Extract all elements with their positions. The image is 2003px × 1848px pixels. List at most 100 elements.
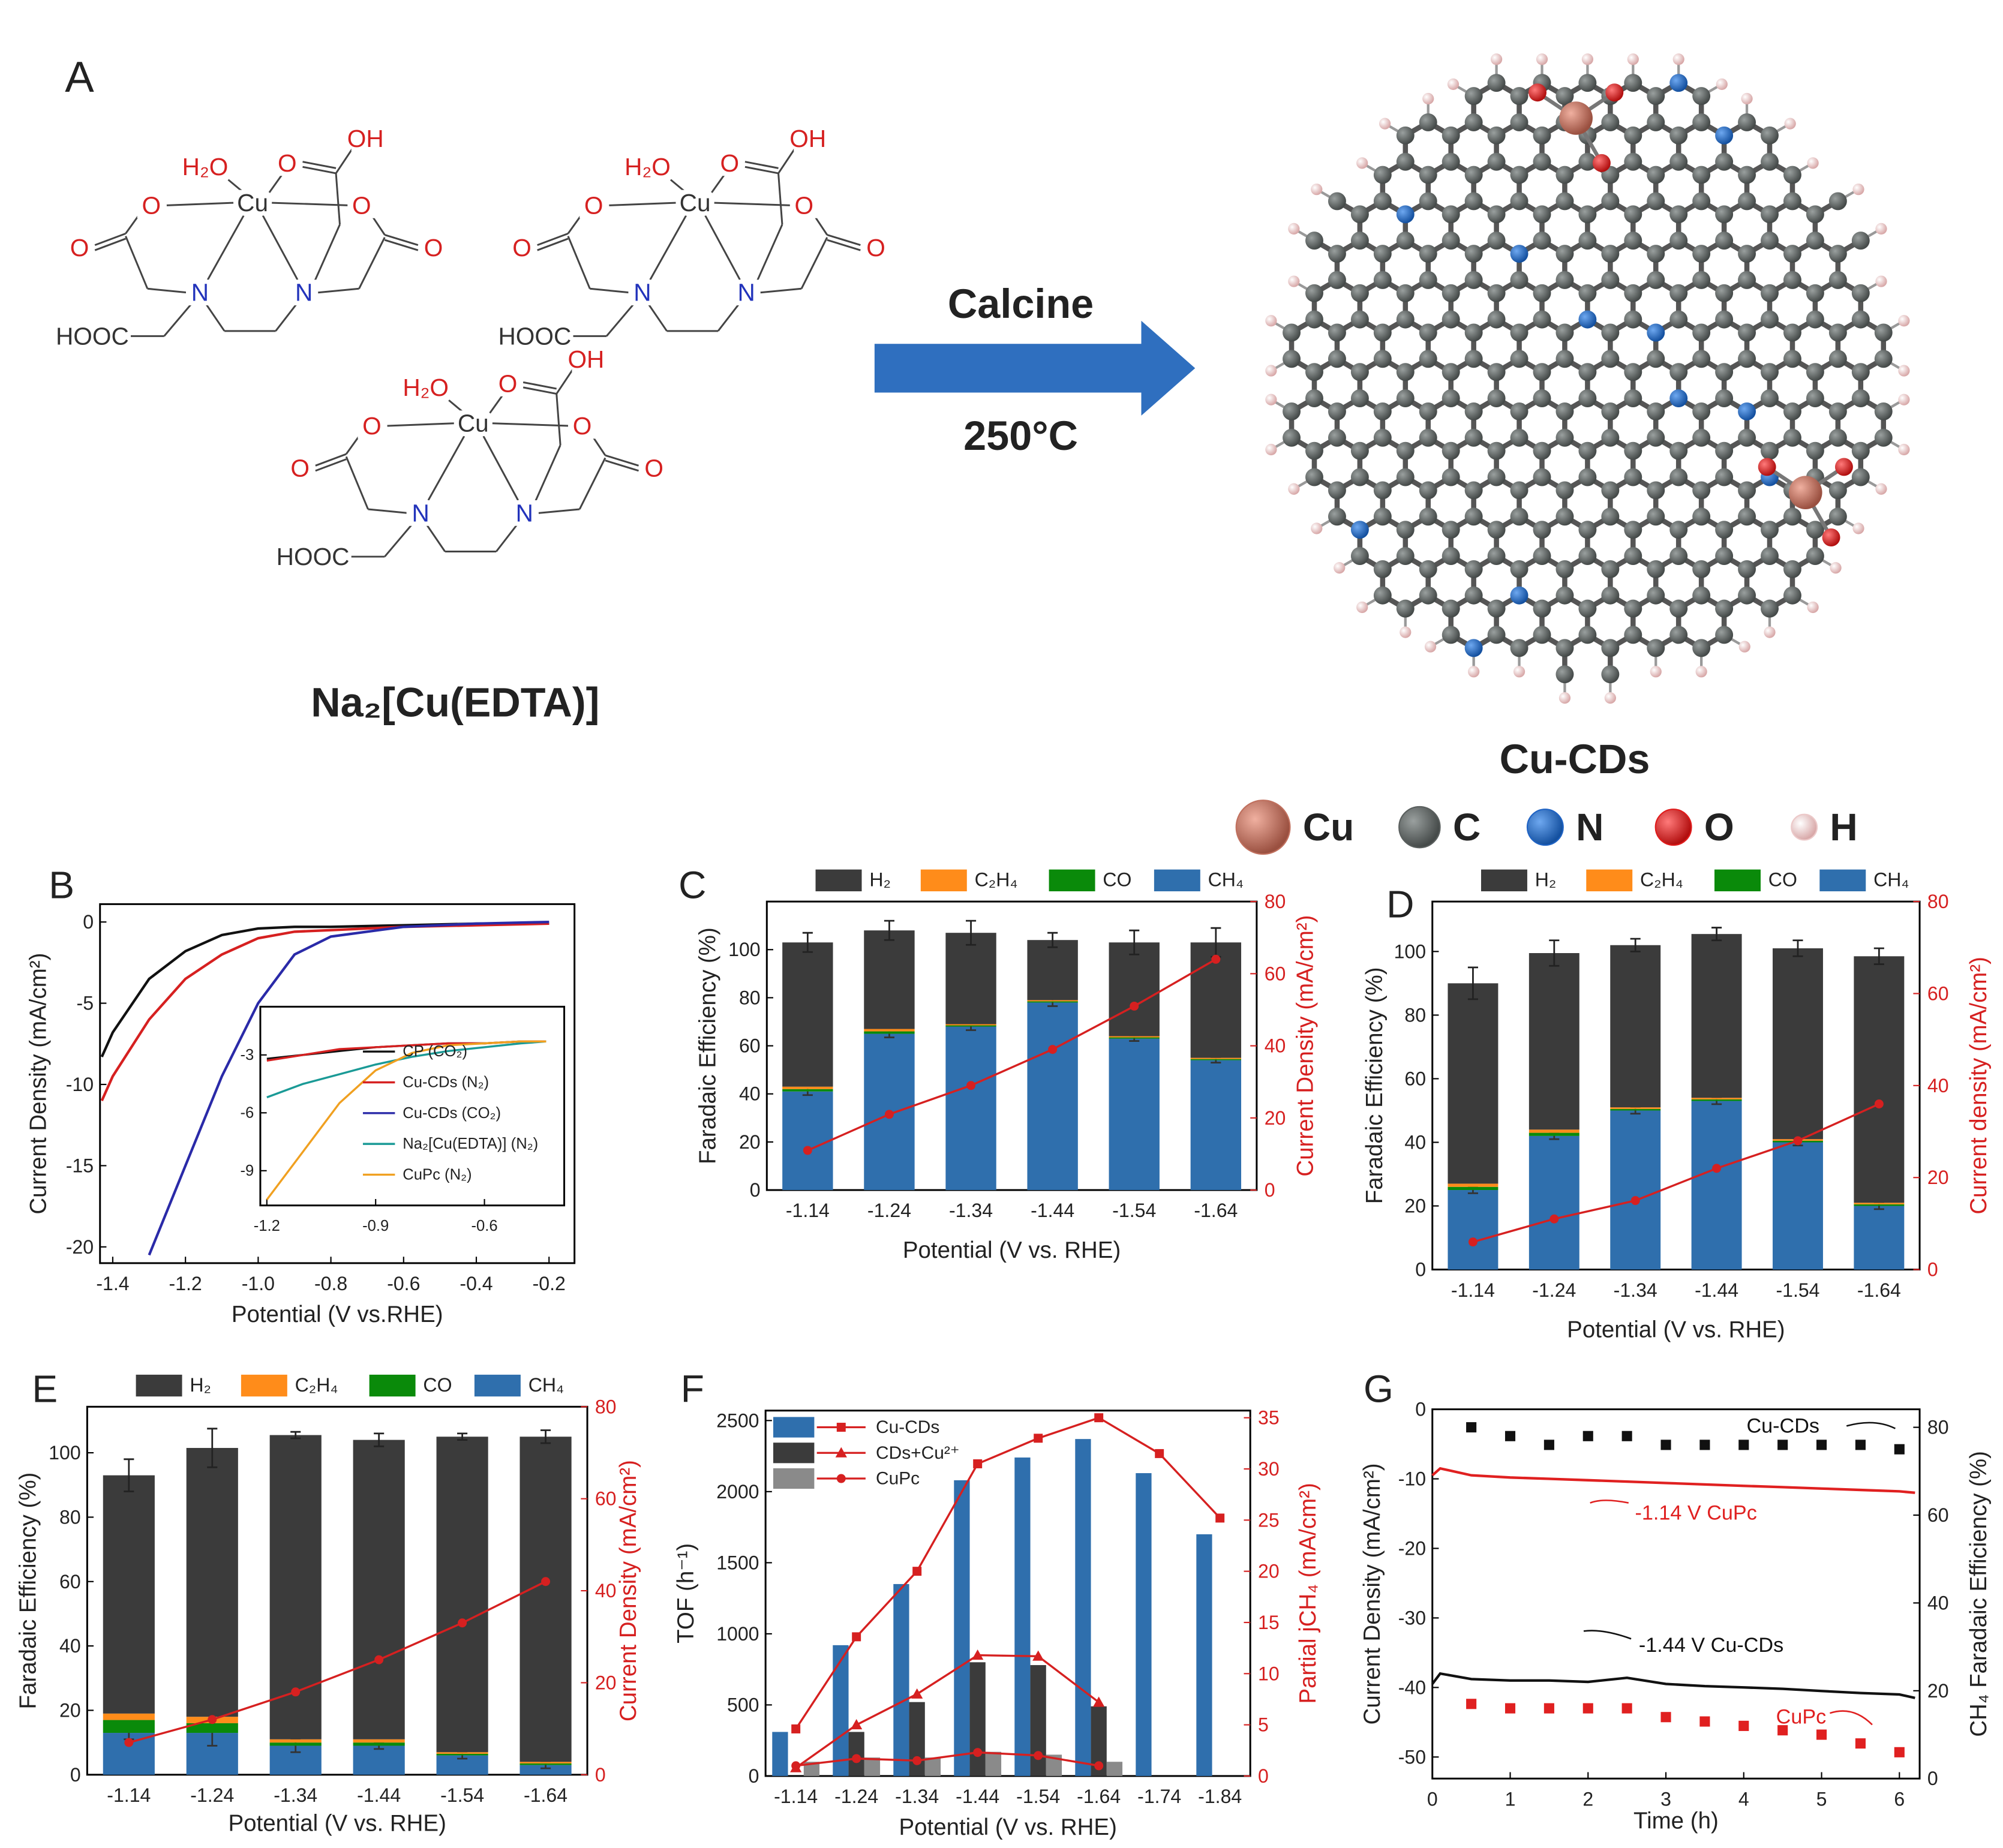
- edta-structure: H₂O Cu O OH O O O O N N HOOC: [53, 125, 448, 350]
- error-bar: [1630, 937, 1641, 952]
- marker: [1034, 1751, 1043, 1760]
- h-atom: [1898, 315, 1910, 327]
- legend-label: H₂: [190, 1374, 211, 1396]
- marker: [911, 1688, 923, 1699]
- atom: [1578, 521, 1597, 539]
- plot-area: [259, 1005, 566, 1207]
- legend-swatch: [136, 1374, 182, 1397]
- atom: [1555, 402, 1574, 420]
- atom: [1442, 468, 1460, 486]
- atom: [1419, 271, 1437, 289]
- y2-tick-label: 0: [595, 1764, 606, 1786]
- atom: [1396, 152, 1415, 171]
- bar-segment: [1448, 1183, 1499, 1187]
- marker: [291, 1687, 301, 1697]
- plot-area: [86, 1405, 588, 1776]
- atom: [1578, 205, 1597, 224]
- x-tick-label: -1.44: [1695, 1279, 1738, 1301]
- atom: [1373, 323, 1392, 342]
- atom: [1533, 626, 1551, 644]
- atom: [1350, 363, 1369, 381]
- atom: [1350, 205, 1369, 224]
- atom: [1715, 521, 1734, 539]
- y-tick-label: 20: [739, 1131, 761, 1153]
- bond: [387, 422, 454, 427]
- atom: [1487, 152, 1506, 171]
- atom: [1373, 481, 1392, 500]
- bar-segment: [1109, 1038, 1160, 1191]
- bar-segment: [1109, 1037, 1160, 1039]
- atom: [1487, 205, 1506, 224]
- atom: [1669, 389, 1688, 408]
- marker: [1466, 1699, 1477, 1709]
- atom-label: O: [866, 234, 885, 262]
- bond: [206, 215, 245, 281]
- bond: [777, 173, 783, 225]
- atom: [1578, 441, 1597, 460]
- edta-structure: H₂O Cu O OH O O O O N N HOOC: [496, 125, 890, 350]
- atom-label: O: [424, 234, 443, 262]
- marker: [1094, 1761, 1104, 1771]
- atom: [1464, 428, 1483, 447]
- h-atom: [1650, 666, 1662, 678]
- legend-label: CO: [1103, 869, 1131, 891]
- y-tick-label: -15: [66, 1155, 94, 1176]
- atom: [1715, 547, 1734, 565]
- bar-segment: [1190, 1059, 1242, 1060]
- legend-swatch: [1154, 869, 1200, 891]
- atom: [1487, 74, 1506, 92]
- atom: [1396, 468, 1415, 486]
- bond: [272, 202, 349, 206]
- atom: [1874, 402, 1893, 420]
- atom: [1647, 323, 1665, 342]
- atom: [1669, 599, 1688, 618]
- legend-label: CP (CO₂): [403, 1043, 467, 1060]
- atom: [1761, 284, 1779, 302]
- atom-legend-label: H: [1830, 806, 1857, 849]
- atom: [1328, 481, 1346, 500]
- o-atom: [1758, 458, 1776, 476]
- atom: [1350, 441, 1369, 460]
- marker: [836, 1474, 846, 1483]
- atom: [1715, 441, 1734, 460]
- atom: [1464, 87, 1483, 106]
- marker: [1621, 1431, 1632, 1441]
- y2-tick-label: 60: [1927, 1504, 1949, 1526]
- plot-area: [1431, 1408, 1921, 1780]
- bar-segment: [782, 1089, 833, 1092]
- marker: [1660, 1440, 1671, 1450]
- label-bg: [510, 500, 539, 526]
- atom: [1464, 507, 1483, 526]
- x-tick-label: -1.44: [1031, 1200, 1074, 1221]
- cu-cds-model: [1265, 53, 1910, 704]
- marker: [791, 1761, 801, 1771]
- x-tick-label: -1.2: [169, 1273, 202, 1294]
- h-atom: [1807, 157, 1819, 169]
- atom: [1442, 126, 1460, 145]
- atom: [1350, 547, 1369, 565]
- data-line: [795, 1654, 1100, 1769]
- x-tick-label: -1.64: [524, 1784, 567, 1806]
- h-atom: [1265, 315, 1277, 327]
- bond: [358, 237, 386, 289]
- atom: [1761, 521, 1779, 539]
- label-bg: [794, 125, 822, 152]
- label-bg: [572, 346, 600, 372]
- panel-label: F: [681, 1367, 704, 1410]
- atom: [1624, 547, 1642, 565]
- marker: [1504, 1703, 1516, 1714]
- x-tick-label: -1.14: [107, 1784, 151, 1806]
- atom: [1715, 205, 1734, 224]
- h-atom: [1265, 393, 1277, 405]
- bar-segment: [353, 1742, 405, 1746]
- bond: [567, 236, 591, 289]
- atom: [1487, 126, 1506, 145]
- atom: [1647, 271, 1665, 289]
- bond: [125, 215, 140, 235]
- y-tick-label: 100: [1394, 940, 1426, 962]
- bond: [335, 146, 355, 174]
- atom: [1601, 560, 1620, 578]
- bar-segment: [269, 1742, 322, 1746]
- marker: [972, 1649, 984, 1660]
- label-bg: [496, 323, 573, 349]
